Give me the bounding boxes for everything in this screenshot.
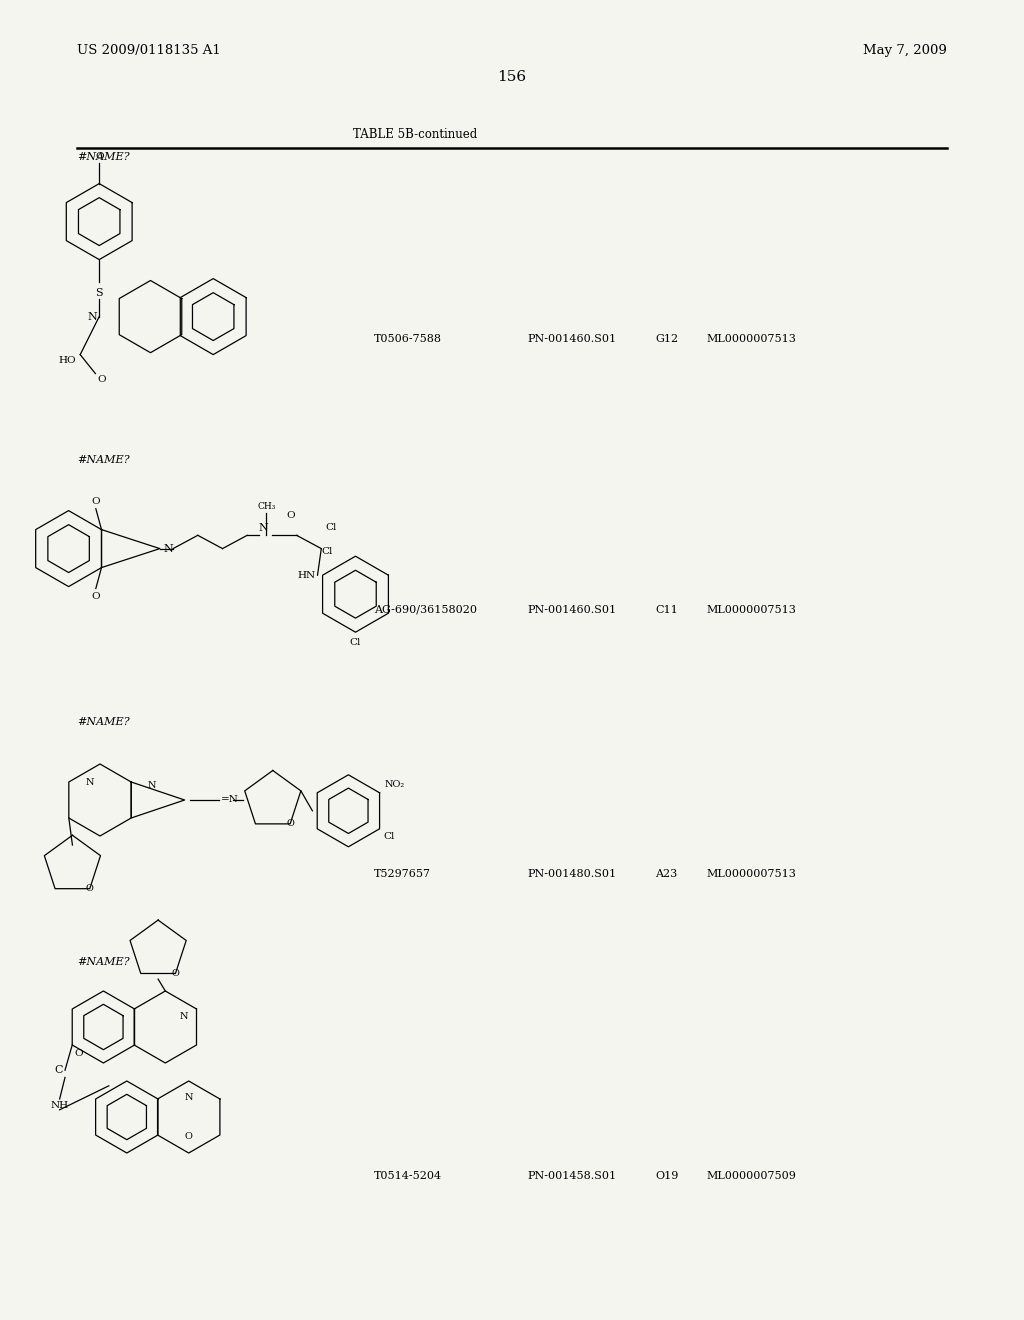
Text: #NAME?: #NAME? (77, 455, 129, 466)
Text: Cl: Cl (325, 523, 337, 532)
Text: Cl: Cl (350, 638, 361, 647)
Text: ML0000007509: ML0000007509 (707, 1171, 797, 1181)
Text: =N: =N (220, 796, 239, 804)
Text: O: O (86, 884, 94, 894)
Text: US 2009/0118135 A1: US 2009/0118135 A1 (77, 44, 220, 57)
Text: O: O (91, 496, 100, 506)
Text: C: C (54, 1065, 63, 1076)
Text: N: N (259, 524, 268, 533)
Text: ML0000007513: ML0000007513 (707, 605, 797, 615)
Text: O: O (287, 511, 295, 520)
Text: T0514-5204: T0514-5204 (374, 1171, 442, 1181)
Text: Cl: Cl (322, 546, 333, 556)
Text: #NAME?: #NAME? (77, 717, 129, 727)
Text: HO: HO (58, 356, 77, 366)
Text: N: N (184, 1093, 193, 1102)
Text: S: S (95, 288, 103, 298)
Text: O: O (97, 375, 105, 384)
Text: PN-001458.S01: PN-001458.S01 (527, 1171, 616, 1181)
Text: AG-690/36158020: AG-690/36158020 (374, 605, 477, 615)
Text: HN: HN (298, 570, 315, 579)
Text: 156: 156 (498, 70, 526, 83)
Text: PN-001460.S01: PN-001460.S01 (527, 605, 616, 615)
Text: TABLE 5B-continued: TABLE 5B-continued (353, 128, 477, 141)
Text: N: N (164, 544, 173, 553)
Text: A23: A23 (655, 869, 678, 879)
Text: Cl: Cl (383, 833, 394, 841)
Text: O: O (74, 1048, 83, 1057)
Text: #NAME?: #NAME? (77, 957, 129, 968)
Text: N: N (87, 312, 97, 322)
Text: N: N (180, 1011, 188, 1020)
Text: C11: C11 (655, 605, 678, 615)
Text: PN-001460.S01: PN-001460.S01 (527, 334, 616, 345)
Text: PN-001480.S01: PN-001480.S01 (527, 869, 616, 879)
Text: O: O (184, 1133, 193, 1142)
Text: CH₃: CH₃ (257, 502, 275, 511)
Text: ML0000007513: ML0000007513 (707, 334, 797, 345)
Text: N: N (86, 779, 94, 787)
Text: NO₂: NO₂ (385, 780, 406, 789)
Text: T0506-7588: T0506-7588 (374, 334, 441, 345)
Text: N: N (147, 781, 156, 791)
Text: O19: O19 (655, 1171, 679, 1181)
Text: O: O (287, 820, 294, 829)
Text: ML0000007513: ML0000007513 (707, 869, 797, 879)
Text: O: O (95, 152, 103, 161)
Text: May 7, 2009: May 7, 2009 (863, 44, 947, 57)
Text: #NAME?: #NAME? (77, 152, 129, 162)
Text: G12: G12 (655, 334, 679, 345)
Text: NH: NH (50, 1101, 69, 1110)
Text: T5297657: T5297657 (374, 869, 431, 879)
Text: O: O (91, 591, 100, 601)
Text: O: O (172, 969, 179, 978)
